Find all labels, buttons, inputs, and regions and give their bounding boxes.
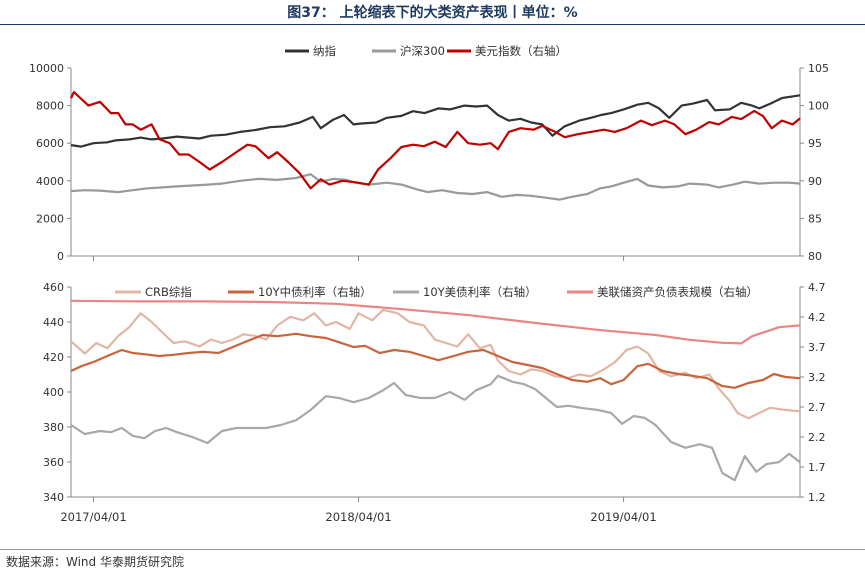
x-tick-label: 2019/04/01 bbox=[590, 510, 656, 524]
series-line-2-1 bbox=[70, 308, 801, 420]
right-tick-label: 3.7 bbox=[808, 341, 826, 354]
right-tick-label: 1.2 bbox=[808, 491, 826, 504]
legend-label: 纳指 bbox=[313, 44, 336, 58]
x-axis: 2017/04/01 2018/04/01 2019/04/01 bbox=[60, 256, 657, 524]
bottom-panel: 340 360 380 400 420 440 460 1.2 1.7 2.2 2.7 3.2 3.7 4… bbox=[43, 281, 826, 504]
left-tick-label: 8000 bbox=[36, 100, 64, 113]
left-tick-label: 380 bbox=[43, 421, 64, 434]
left-tick-label: 360 bbox=[43, 456, 64, 469]
right-tick-label: 2.2 bbox=[808, 431, 826, 444]
series-line-1-3 bbox=[70, 90, 801, 190]
source-note: 数据来源：Wind 华泰期货研究院 bbox=[6, 555, 184, 569]
series-line-1-2 bbox=[70, 173, 801, 201]
left-tick-label: 4000 bbox=[36, 175, 64, 188]
left-tick-label: 460 bbox=[43, 281, 64, 294]
left-tick-label: 0 bbox=[57, 250, 64, 263]
left-tick-label: 340 bbox=[43, 491, 64, 504]
series-line-2-2 bbox=[70, 332, 801, 389]
x-tick-label: 2017/04/01 bbox=[60, 510, 126, 524]
legend-label: 10Y美债利率（右轴） bbox=[423, 285, 537, 299]
right-tick-label: 105 bbox=[808, 62, 829, 75]
figure-title: 图37： 上轮缩表下的大类资产表现丨单位：% bbox=[287, 5, 578, 21]
right-tick-label: 1.7 bbox=[808, 461, 826, 474]
left-tick-label: 10000 bbox=[29, 62, 64, 75]
left-tick-label: 400 bbox=[43, 386, 64, 399]
x-tick-label: 2018/04/01 bbox=[325, 510, 391, 524]
right-tick-label: 4.2 bbox=[808, 311, 826, 324]
right-tick-label: 4.7 bbox=[808, 281, 826, 294]
legend-label: 美联储资产负债表规模（右轴） bbox=[597, 285, 758, 299]
legend-label: 沪深300 bbox=[400, 44, 445, 58]
left-tick-label: 6000 bbox=[36, 137, 64, 150]
right-tick-label: 90 bbox=[808, 175, 822, 188]
series-line-1-1 bbox=[70, 94, 801, 148]
right-tick-label: 2.7 bbox=[808, 401, 826, 414]
legend-label: 10Y中债利率（右轴） bbox=[258, 285, 372, 299]
right-tick-label: 100 bbox=[808, 100, 829, 113]
right-tick-label: 3.2 bbox=[808, 371, 826, 384]
right-tick-label: 80 bbox=[808, 250, 822, 263]
left-tick-label: 420 bbox=[43, 351, 64, 364]
series-line-2-4 bbox=[70, 299, 801, 345]
title-rule bbox=[0, 24, 865, 25]
left-tick-label: 440 bbox=[43, 316, 64, 329]
legend-label: CRB综指 bbox=[145, 285, 192, 299]
left-tick-label: 2000 bbox=[36, 212, 64, 225]
source-rule bbox=[0, 549, 865, 550]
legend-label: 美元指数（右轴） bbox=[475, 44, 567, 58]
right-tick-label: 95 bbox=[808, 137, 822, 150]
right-tick-label: 85 bbox=[808, 212, 822, 225]
top-panel: 0 2000 4000 6000 8000 10000 80 85 90 95 100 105 纳指 沪深… bbox=[29, 44, 829, 263]
series-line-2-3 bbox=[70, 374, 801, 482]
